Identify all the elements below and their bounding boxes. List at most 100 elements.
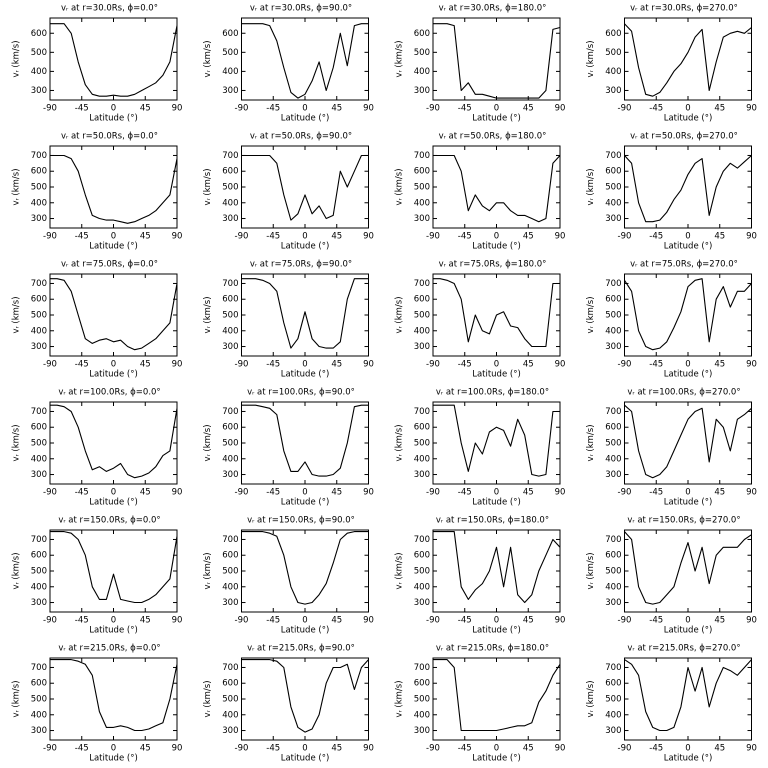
y-tick-label: 600: [31, 679, 47, 689]
x-tick-label: 0: [494, 104, 499, 114]
y-tick-label: 300: [414, 342, 430, 352]
y-tick-label: 400: [31, 582, 47, 592]
y-tick-label: 700: [414, 407, 430, 417]
chart-title: vᵣ at r=100.0Rs, ϕ=270.0°: [627, 388, 740, 398]
y-tick-label: 300: [605, 86, 621, 96]
y-tick-label: 500: [31, 183, 47, 193]
y-tick-label: 400: [222, 67, 238, 77]
x-tick-label: 90: [172, 104, 183, 114]
y-tick-label: 600: [31, 295, 47, 305]
data-line: [624, 23, 752, 97]
x-tick-label: 0: [111, 232, 116, 242]
x-tick-label: -90: [43, 744, 57, 754]
x-tick-label: 90: [363, 360, 374, 370]
x-tick-label: 90: [363, 488, 374, 498]
y-tick-label: 400: [222, 582, 238, 592]
y-axis-label: vᵣ (km/s): [203, 40, 213, 77]
y-tick-label: 500: [31, 567, 47, 577]
y-tick-label: 700: [31, 535, 47, 545]
plot-frame: [241, 145, 369, 229]
y-tick-label: 700: [605, 407, 621, 417]
x-tick-label: 90: [555, 360, 566, 370]
y-axis-label: vᵣ (km/s): [586, 680, 596, 717]
y-tick-label: 300: [222, 214, 238, 224]
plot-frame: [241, 273, 369, 357]
x-axis-label: Latitude (°): [89, 626, 138, 636]
x-axis-label: Latitude (°): [664, 370, 713, 380]
x-tick-label: -45: [458, 488, 472, 498]
x-tick-label: 0: [494, 616, 499, 626]
x-tick-label: 0: [302, 744, 307, 754]
chart-title: vᵣ at r=100.0Rs, ϕ=180.0°: [436, 388, 549, 398]
x-tick-label: 90: [555, 744, 566, 754]
y-tick-label: 600: [414, 295, 430, 305]
y-tick-label: 400: [414, 198, 430, 208]
x-tick-label: 90: [746, 744, 757, 754]
x-tick-label: 45: [140, 232, 151, 242]
y-tick-label: 600: [605, 551, 621, 561]
x-tick-label: -90: [426, 360, 440, 370]
x-tick-label: 45: [140, 744, 151, 754]
x-tick-label: 45: [523, 616, 534, 626]
x-tick-label: -90: [618, 360, 632, 370]
y-tick-label: 300: [605, 598, 621, 608]
x-tick-label: 90: [172, 744, 183, 754]
y-tick-label: 300: [222, 726, 238, 736]
y-tick-label: 700: [31, 279, 47, 289]
x-axis-label: Latitude (°): [89, 114, 138, 124]
y-axis-label: vᵣ (km/s): [12, 424, 22, 461]
x-tick-label: -90: [426, 232, 440, 242]
x-tick-label: -90: [235, 744, 249, 754]
plot-frame: [432, 17, 561, 101]
plot-frame: [432, 529, 561, 613]
y-axis-label: vᵣ (km/s): [203, 296, 213, 333]
y-tick-label: 400: [605, 326, 621, 336]
y-axis-label: vᵣ (km/s): [395, 680, 405, 717]
x-tick-label: 45: [523, 744, 534, 754]
y-axis-label: vᵣ (km/s): [12, 552, 22, 589]
data-line: [50, 154, 178, 224]
y-axis-label: vᵣ (km/s): [586, 168, 596, 205]
chart-title: vᵣ at r=50.0Rs, ϕ=270.0°: [630, 132, 738, 142]
x-tick-label: 90: [555, 232, 566, 242]
y-tick-label: 400: [414, 582, 430, 592]
y-tick-label: 400: [222, 710, 238, 720]
data-line: [241, 154, 369, 221]
x-tick-label: -45: [266, 488, 280, 498]
data-line: [624, 404, 752, 479]
y-tick-label: 400: [414, 710, 430, 720]
plot-frame: [241, 529, 369, 613]
x-tick-label: -90: [43, 488, 57, 498]
x-tick-label: 0: [302, 360, 307, 370]
y-tick-label: 300: [31, 726, 47, 736]
x-tick-label: -45: [266, 360, 280, 370]
x-tick-label: -45: [458, 360, 472, 370]
x-tick-label: 90: [363, 616, 374, 626]
data-line: [624, 531, 752, 605]
y-axis-label: vᵣ (km/s): [203, 680, 213, 717]
x-tick-label: 0: [685, 360, 690, 370]
y-tick-label: 400: [414, 67, 430, 77]
y-tick-label: 500: [414, 48, 430, 58]
y-tick-label: 300: [414, 470, 430, 480]
y-tick-label: 600: [31, 29, 47, 39]
y-tick-label: 500: [222, 567, 238, 577]
y-axis-label: vᵣ (km/s): [395, 424, 405, 461]
chart-title: vᵣ at r=100.0Rs, ϕ=0.0°: [58, 388, 160, 398]
chart-title: vᵣ at r=30.0Rs, ϕ=0.0°: [61, 4, 158, 14]
y-tick-label: 400: [31, 67, 47, 77]
y-tick-label: 700: [222, 663, 238, 673]
x-tick-label: 0: [302, 232, 307, 242]
x-axis-label: Latitude (°): [89, 370, 138, 380]
chart-title: vᵣ at r=215.0Rs, ϕ=270.0°: [627, 644, 740, 654]
x-tick-label: 45: [523, 232, 534, 242]
x-axis-label: Latitude (°): [89, 498, 138, 508]
x-tick-label: -45: [266, 104, 280, 114]
y-tick-label: 600: [222, 295, 238, 305]
y-tick-label: 300: [605, 214, 621, 224]
y-tick-label: 700: [222, 279, 238, 289]
x-tick-label: 90: [363, 104, 374, 114]
x-tick-label: -90: [618, 488, 632, 498]
x-tick-label: 0: [494, 744, 499, 754]
y-tick-label: 700: [222, 407, 238, 417]
